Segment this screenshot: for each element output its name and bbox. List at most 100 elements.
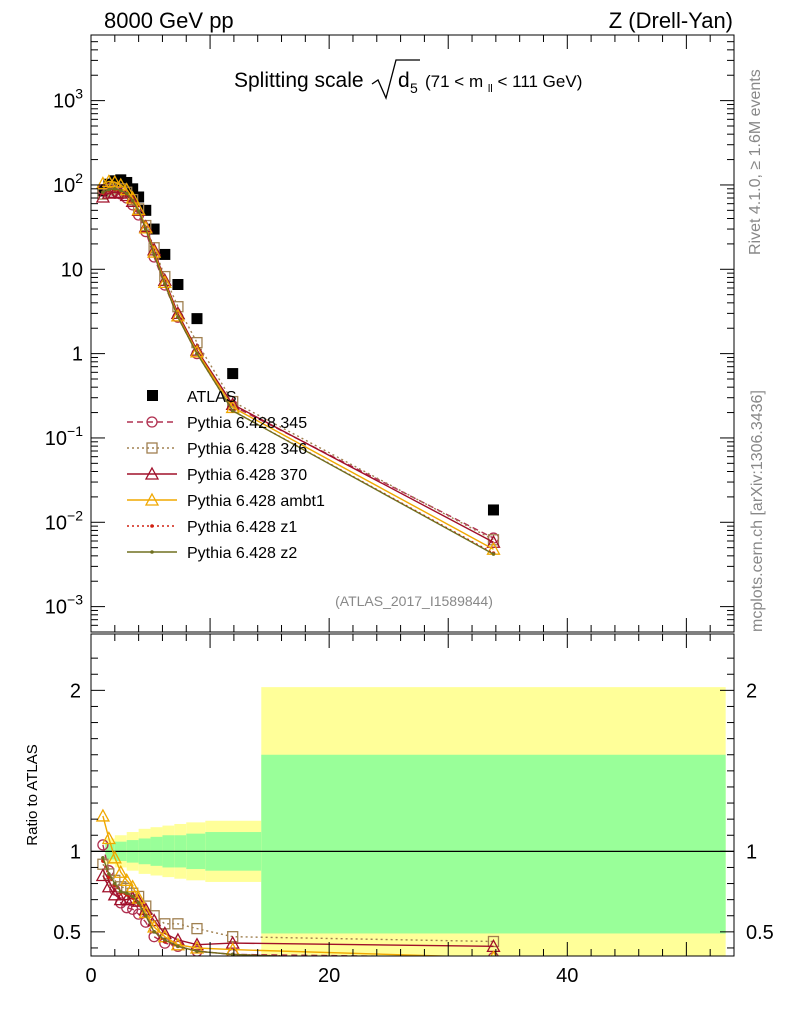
series-line — [102, 188, 494, 539]
ratio-frame — [90, 633, 735, 957]
series-marker — [107, 187, 111, 192]
ratio-marker — [172, 918, 184, 930]
atlas-data-point — [133, 191, 145, 203]
y-tick-label: 10−3 — [45, 592, 83, 619]
ratio-marker — [195, 949, 199, 953]
legend-label: ATLAS — [187, 389, 237, 406]
ratio-marker — [492, 962, 496, 966]
atlas-data-point — [487, 504, 499, 516]
ratio-marker — [176, 944, 180, 949]
ratio-y-tick-label-right: 1 — [746, 841, 757, 863]
ratio-marker — [113, 881, 117, 886]
chart-title: Splitting scale — [234, 69, 364, 92]
uncertainty-band-stat — [261, 754, 726, 934]
ratio-ylabel: Ratio to ATLAS — [24, 744, 41, 845]
legend-label: Pythia 6.428 ambt1 — [187, 493, 325, 510]
ratio-marker — [136, 901, 141, 905]
series-pythia-6-428-346 — [97, 182, 500, 546]
ratio-marker — [225, 935, 240, 949]
series-marker — [124, 191, 129, 196]
atlas-data-point — [148, 223, 160, 235]
ratio-marker — [101, 879, 116, 893]
mcplots-reference-text: mcplots.cern.ch [arXiv:1306.3436] — [749, 390, 766, 632]
legend-entry: Pythia 6.428 345 — [127, 415, 307, 432]
ratio-marker — [191, 922, 203, 935]
series-line — [102, 187, 494, 541]
ratio-marker — [125, 879, 140, 893]
ratio-y-tick-label-left: 2 — [70, 680, 81, 702]
ratio-panel: 0.5 0.51 12 20 20 40 Ratio to ATLAS — [24, 633, 774, 987]
legend-label: Pythia 6.428 z2 — [187, 545, 297, 562]
legend-label: Pythia 6.428 z1 — [187, 519, 297, 536]
legend-entry: Pythia 6.428 370 — [127, 466, 307, 484]
x-tick-label: 40 — [556, 965, 578, 987]
analysis-watermark: (ATLAS_2017_I1589844) — [335, 593, 493, 609]
x-tick-label: 0 — [85, 965, 96, 987]
ratio-marker — [172, 940, 184, 952]
y-tick-label: 102 — [53, 170, 83, 197]
series-marker — [147, 244, 162, 258]
ratio-marker — [101, 855, 105, 860]
ratio-marker — [492, 961, 496, 965]
series-marker — [95, 189, 111, 203]
atlas-data-point — [172, 279, 184, 291]
ratio-marker — [163, 938, 167, 942]
series-marker — [486, 534, 501, 548]
ratio-marker — [95, 868, 111, 882]
ratio-marker — [130, 894, 135, 899]
ratio-marker — [107, 872, 111, 876]
header-right: Z (Drell-Yan) — [609, 8, 733, 33]
y-tick-label: 10−2 — [45, 507, 83, 534]
title-cut: (71 < m ll < 111 GeV) — [425, 72, 582, 96]
legend-symbol — [146, 442, 158, 454]
ratio-marker — [147, 913, 162, 927]
ratio-marker — [113, 864, 128, 878]
legend-symbol — [146, 416, 158, 428]
atlas-data-point — [127, 183, 139, 195]
series-marker — [130, 198, 135, 203]
series-pythia-6-428-345 — [97, 183, 500, 544]
series-marker — [157, 274, 172, 288]
series-marker — [125, 193, 140, 207]
legend-label: Pythia 6.428 345 — [187, 415, 307, 432]
series-marker — [95, 176, 111, 190]
legend-label: Pythia 6.428 346 — [187, 441, 307, 458]
legend-entry: Pythia 6.428 ambt1 — [127, 492, 325, 510]
legend-symbol — [144, 492, 160, 506]
ratio-y-tick-label-left: 0.5 — [53, 922, 81, 944]
series-marker — [113, 187, 117, 191]
series-marker — [170, 308, 186, 322]
series-marker — [152, 252, 156, 257]
atlas-data-point — [159, 248, 171, 260]
legend-entry: Pythia 6.428 346 — [127, 441, 307, 458]
title-cut-start: (71 < m — [425, 72, 483, 91]
title-cut-end: < 111 GeV) — [497, 72, 582, 91]
ratio-marker — [97, 839, 109, 851]
ratio-marker — [118, 889, 123, 894]
rivet-version-text: Rivet 4.1.0, ≥ 1.6M events — [747, 69, 764, 255]
ratio-marker — [95, 808, 111, 822]
ratio-marker — [107, 850, 122, 864]
legend-entry: Pythia 6.428 z2 — [127, 545, 297, 562]
title-subscript: 5 — [410, 80, 418, 96]
y-tick-label: 1 — [72, 344, 83, 366]
legend-symbol — [150, 550, 154, 554]
series-marker — [163, 282, 167, 286]
y-tick-label: 10 — [61, 259, 83, 281]
legend-label: Pythia 6.428 370 — [187, 467, 307, 484]
series-marker — [176, 315, 180, 320]
y-tick-label: 103 — [53, 86, 83, 113]
title-text: Splitting scale — [234, 69, 364, 92]
legend-symbol — [147, 390, 158, 401]
y-tick-label: 10−1 — [45, 423, 83, 450]
series-marker — [101, 190, 105, 195]
series-marker — [138, 220, 153, 234]
ratio-y-tick-label-left: 1 — [70, 841, 81, 863]
ratio-marker — [101, 831, 116, 845]
ratio-marker — [124, 891, 129, 896]
header-left: 8000 GeV pp — [104, 8, 234, 33]
atlas-data-point — [140, 204, 152, 216]
series-marker — [136, 209, 141, 213]
x-tick-label: 20 — [318, 965, 340, 987]
